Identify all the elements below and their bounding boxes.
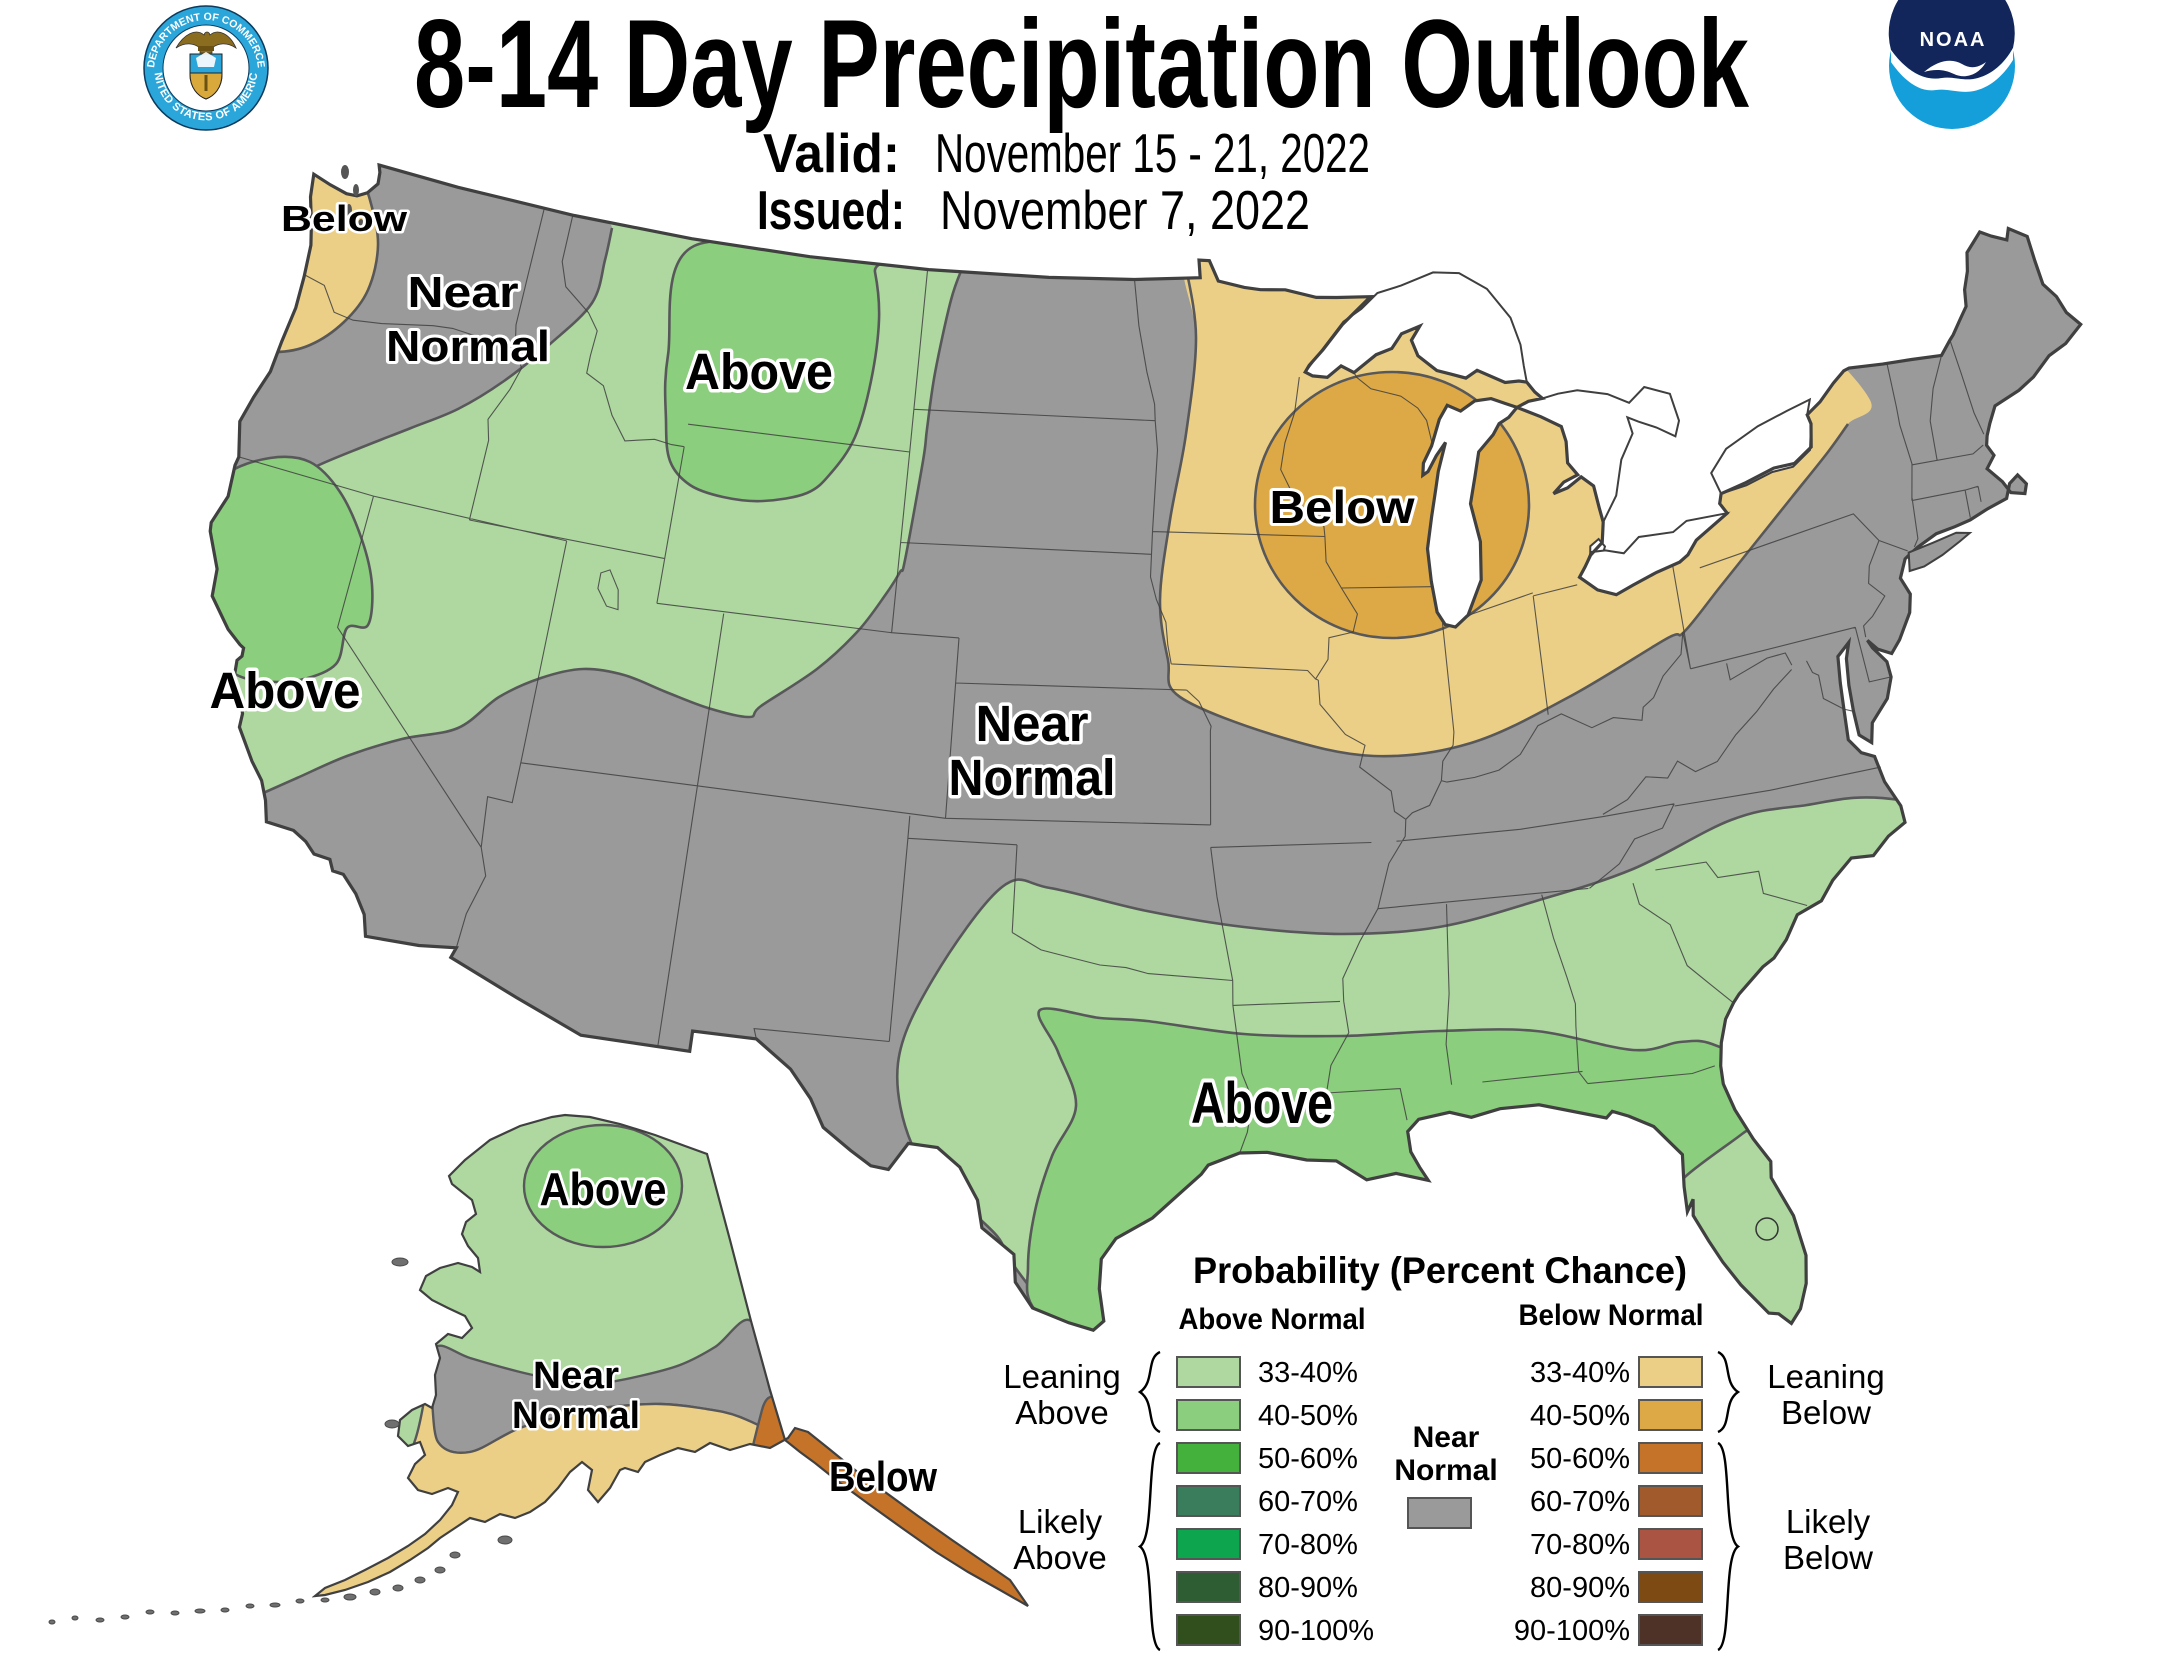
svg-text:8-14 Day Precipitation Outlook: 8-14 Day Precipitation Outlook <box>414 0 1749 134</box>
svg-text:60-70%: 60-70% <box>1258 1486 1358 1518</box>
svg-text:Near: Near <box>976 695 1089 752</box>
svg-text:November 7, 2022: November 7, 2022 <box>940 179 1310 241</box>
svg-text:Below: Below <box>1781 1394 1871 1431</box>
svg-text:60-70%: 60-70% <box>1530 1486 1630 1518</box>
svg-text:Near: Near <box>408 268 519 317</box>
svg-text:Normal: Normal <box>386 322 550 371</box>
svg-text:Above: Above <box>1191 1071 1333 1136</box>
svg-text:Above: Above <box>1013 1539 1107 1576</box>
svg-text:90-100%: 90-100% <box>1514 1615 1630 1647</box>
svg-text:Below: Below <box>1270 481 1415 533</box>
svg-text:50-60%: 50-60% <box>1530 1443 1630 1475</box>
svg-text:Normal: Normal <box>512 1395 640 1437</box>
svg-text:Below: Below <box>1783 1539 1873 1576</box>
svg-text:70-80%: 70-80% <box>1530 1529 1630 1561</box>
svg-text:80-90%: 80-90% <box>1258 1572 1358 1604</box>
svg-text:Above: Above <box>685 343 833 400</box>
svg-text:Below: Below <box>829 1453 937 1500</box>
svg-text:Likely: Likely <box>1018 1503 1103 1540</box>
svg-text:Normal: Normal <box>949 749 1116 806</box>
svg-text:33-40%: 33-40% <box>1258 1357 1358 1389</box>
svg-text:Above: Above <box>1015 1394 1109 1431</box>
svg-text:80-90%: 80-90% <box>1530 1572 1630 1604</box>
svg-text:Below Normal: Below Normal <box>1519 1299 1704 1332</box>
svg-text:Normal: Normal <box>1394 1454 1497 1487</box>
svg-text:50-60%: 50-60% <box>1258 1443 1358 1475</box>
svg-text:90-100%: 90-100% <box>1258 1615 1374 1647</box>
svg-text:Near: Near <box>533 1355 619 1397</box>
svg-text:Valid:: Valid: <box>763 122 900 184</box>
svg-text:Probability (Percent Chance): Probability (Percent Chance) <box>1193 1250 1687 1291</box>
svg-text:40-50%: 40-50% <box>1530 1400 1630 1432</box>
svg-text:NOAA: NOAA <box>1920 29 1987 51</box>
svg-text:Above: Above <box>210 662 361 719</box>
svg-text:70-80%: 70-80% <box>1258 1529 1358 1561</box>
svg-text:Above Normal: Above Normal <box>1179 1303 1366 1336</box>
svg-text:Likely: Likely <box>1786 1503 1871 1540</box>
svg-text:Leaning: Leaning <box>1767 1358 1884 1395</box>
svg-text:Above: Above <box>540 1163 667 1215</box>
svg-text:Leaning: Leaning <box>1003 1358 1120 1395</box>
svg-text:33-40%: 33-40% <box>1530 1357 1630 1389</box>
svg-text:November 15 - 21, 2022: November 15 - 21, 2022 <box>935 122 1370 184</box>
svg-text:40-50%: 40-50% <box>1258 1400 1358 1432</box>
svg-text:Issued:: Issued: <box>757 179 905 241</box>
svg-text:Near: Near <box>1413 1421 1480 1454</box>
svg-text:Below: Below <box>281 198 408 239</box>
